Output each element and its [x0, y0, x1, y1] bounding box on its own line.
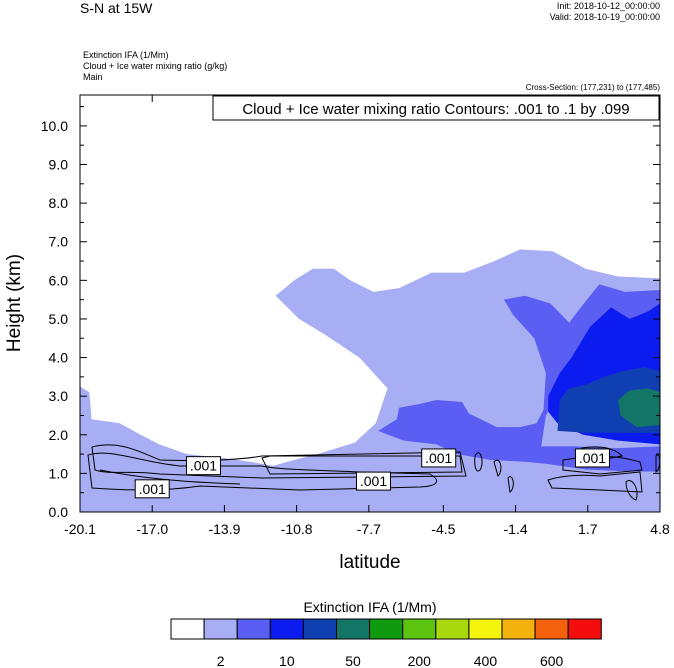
- y-tick-label: 0.0: [49, 504, 69, 520]
- fill-region-200: [618, 388, 660, 428]
- axis-ticks: -20.1 -17.0 -13.9 -10.8 -7.7 -4.5 -1.4 1.7 4.8 0.…: [41, 95, 670, 537]
- x-tick-label: -13.9: [208, 521, 240, 537]
- x-tick-label: -10.8: [281, 521, 313, 537]
- legend-swatch: [203, 618, 238, 640]
- x-tick-label: -17.0: [136, 521, 168, 537]
- contour-line: [99, 469, 241, 485]
- x-axis-label: latitude: [339, 552, 400, 573]
- legend-label: 10: [279, 653, 295, 668]
- contour-label-text: .001: [139, 481, 166, 497]
- contour-title-box: Cloud + Ice water mixing ratio Contours:…: [212, 95, 660, 121]
- init-time: Init: 2018-10-12_00:00:00: [556, 1, 660, 11]
- colorbar-legend: Extinction IFA (1/Mm) 2 10 50 200 400 600: [170, 599, 602, 668]
- y-tick-label: 1.0: [49, 465, 69, 481]
- legend-swatch: [501, 618, 536, 640]
- field-label-main: Main: [83, 72, 103, 82]
- extinction-fill-layer: [80, 249, 660, 512]
- y-tick-label: 5.0: [49, 311, 69, 327]
- contour-line: [493, 459, 502, 477]
- y-axis-label: Height (km): [4, 254, 25, 352]
- legend-swatch: [336, 618, 371, 640]
- legend-swatch: [236, 618, 271, 640]
- x-tick-label: -1.4: [504, 521, 528, 537]
- y-tick-label: 8.0: [49, 195, 69, 211]
- legend-swatch: [468, 618, 503, 640]
- valid-time: Valid: 2018-10-19_00:00:00: [549, 12, 660, 22]
- field-label-mixing-ratio: Cloud + Ice water mixing ratio (g/kg): [83, 61, 228, 71]
- contour-line: [261, 455, 463, 475]
- legend-label: 200: [408, 653, 432, 668]
- legend-label: 2: [217, 653, 225, 668]
- contour-title: Cloud + Ice water mixing ratio Contours:…: [242, 101, 629, 118]
- x-tick-label: 4.8: [650, 521, 670, 537]
- plot-title: S-N at 15W: [80, 0, 153, 16]
- contour-label: .001: [355, 471, 391, 491]
- contour-line: [625, 480, 638, 501]
- x-tick-label: -20.1: [64, 521, 96, 537]
- legend-label: 50: [345, 653, 361, 668]
- legend-swatch: [302, 618, 337, 640]
- y-tick-label: 9.0: [49, 157, 69, 173]
- contour-label: .001: [185, 456, 221, 476]
- y-tick-label: 7.0: [49, 234, 69, 250]
- field-label-extinction: Extinction IFA (1/Mm): [83, 50, 169, 60]
- legend-label: 400: [474, 653, 498, 668]
- legend-swatch: [369, 618, 404, 640]
- contour-label: .001: [421, 448, 457, 468]
- contour-label-text: .001: [425, 450, 452, 466]
- cross-section-label: Cross-Section: (177,231) to (177,485): [525, 83, 660, 92]
- x-tick-label: 1.7: [578, 521, 598, 537]
- contour-label: .001: [134, 479, 170, 499]
- contour-label-text: .001: [579, 450, 606, 466]
- legend-swatch: [402, 618, 437, 640]
- legend-swatch: [435, 618, 470, 640]
- contour-line: [474, 452, 483, 472]
- legend-title: Extinction IFA (1/Mm): [303, 599, 436, 615]
- contour-line: [547, 471, 643, 493]
- x-tick-label: -7.7: [357, 521, 381, 537]
- y-tick-label: 10.0: [41, 118, 68, 134]
- legend-swatch: [534, 618, 569, 640]
- contour-label-text: .001: [360, 473, 387, 489]
- legend-label: 600: [540, 653, 564, 668]
- contour-label-layer: .001 .001 .001 .001 .001: [134, 448, 610, 499]
- contour-line: [507, 476, 514, 493]
- contour-label-text: .001: [190, 458, 217, 474]
- plot-frame: [79, 94, 661, 513]
- y-tick-label: 2.0: [49, 427, 69, 443]
- contour-label: .001: [574, 448, 610, 468]
- y-tick-label: 4.0: [49, 350, 69, 366]
- legend-swatch: [170, 618, 205, 640]
- contour-line: [91, 444, 467, 479]
- legend-swatch: [269, 618, 304, 640]
- x-tick-label: -4.5: [431, 521, 455, 537]
- y-tick-label: 3.0: [49, 388, 69, 404]
- y-tick-label: 6.0: [49, 272, 69, 288]
- legend-swatch: [567, 618, 602, 640]
